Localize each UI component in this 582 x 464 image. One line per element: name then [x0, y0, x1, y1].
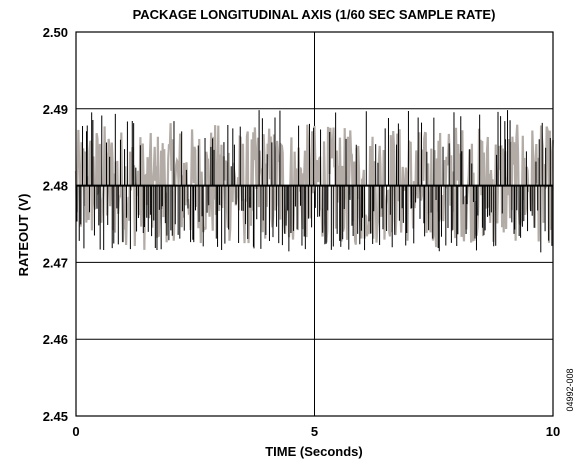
x-tick-label: 0: [72, 424, 79, 439]
data-series: [74, 110, 555, 253]
plot-frame: [75, 31, 554, 417]
x-axis-label: TIME (Seconds): [265, 444, 363, 459]
y-tick-label: 2.50: [43, 25, 68, 40]
y-tick-label: 2.49: [43, 102, 68, 117]
y-tick-label: 2.48: [43, 179, 68, 194]
x-tick-label: 5: [311, 424, 318, 439]
series-raw: [76, 110, 553, 253]
y-tick-label: 2.46: [43, 332, 68, 347]
chart-title: PACKAGE LONGITUDINAL AXIS (1/60 SEC SAMP…: [133, 7, 496, 22]
y-axis-label: RATEOUT (V): [16, 194, 31, 277]
figure-id-group: 04992-008: [565, 368, 575, 411]
y-axis-title: RATEOUT (V): [16, 194, 31, 277]
x-tick-labels: 0 5 10: [72, 424, 560, 439]
y-tick-label: 2.47: [43, 255, 68, 270]
x-tick-label: 10: [546, 424, 560, 439]
y-tick-labels: 2.45 2.46 2.47 2.48 2.49 2.50: [43, 25, 68, 424]
figure-id: 04992-008: [565, 368, 575, 411]
y-tick-label: 2.45: [43, 409, 68, 424]
series-filtered: [74, 123, 555, 250]
gridlines: [76, 32, 553, 416]
